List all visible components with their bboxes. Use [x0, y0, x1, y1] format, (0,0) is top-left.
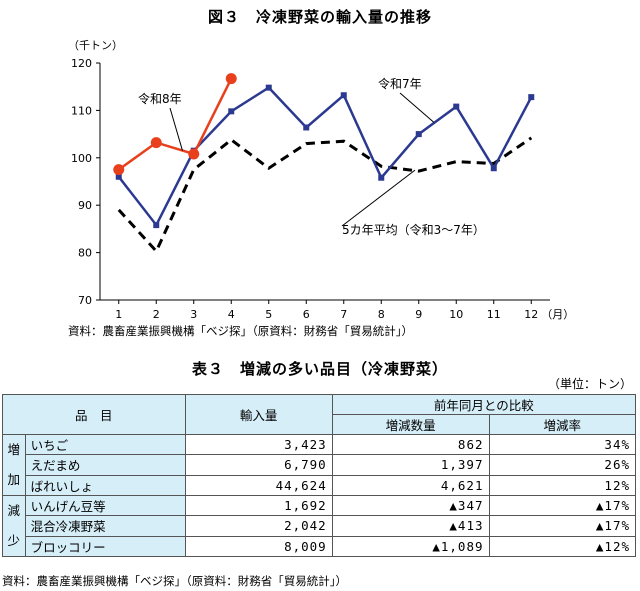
row-rate: 26%: [488, 454, 636, 476]
row-change: ▲413: [331, 515, 490, 537]
row-item: ブロッコリー: [24, 535, 186, 558]
table-row: 混合冷凍野菜 2,042 ▲413 ▲17%: [3, 515, 636, 537]
group-increase: 増 加: [2, 434, 26, 496]
row-item: いちご: [24, 433, 186, 456]
table-row: ブロッコリー 8,009 ▲1,089 ▲12%: [3, 535, 636, 558]
group-increase-char-1: 増: [7, 442, 21, 457]
y-tick-label: 120: [71, 57, 92, 70]
row-rate: ▲17%: [488, 515, 636, 537]
y-tick-label: 70: [78, 294, 92, 307]
row-change: 4,621: [331, 474, 490, 497]
row-change: 862: [331, 433, 490, 456]
row-rate: ▲12%: [488, 535, 636, 558]
row-imports: 8,009: [184, 535, 333, 558]
row-change: ▲1,089: [331, 535, 490, 558]
y-tick-label: 80: [78, 247, 92, 260]
data-point: [340, 92, 347, 99]
data-point: [188, 148, 200, 160]
y-tick-label: 90: [78, 199, 92, 212]
x-tick-label: 9: [415, 308, 422, 321]
x-tick-label: 5: [265, 308, 272, 321]
row-item: 混合冷凍野菜: [24, 515, 186, 537]
table-title: 表３ 増減の多い品目（冷凍野菜）: [191, 360, 448, 378]
row-rate: 12%: [488, 474, 636, 497]
row-change: ▲347: [331, 494, 490, 517]
row-item: えだまめ: [24, 454, 186, 476]
header-change-qty: 増減数量: [331, 414, 490, 435]
series-label: 令和7年: [378, 76, 422, 91]
table-unit: （単位：トン）: [547, 377, 632, 391]
group-decrease-char-2: 少: [7, 533, 21, 548]
group-decrease: 減 少: [2, 495, 26, 557]
figure-source: 資料：農畜産業振興機構「ベジ探」（原資料：財務省「貿易統計」）: [68, 324, 413, 338]
data-point: [490, 165, 497, 172]
data-point: [150, 137, 162, 149]
x-tick-label: 12: [524, 308, 538, 321]
series-label: 令和8年: [138, 91, 182, 106]
x-tick-label: 2: [153, 308, 160, 321]
x-tick-label: 11: [487, 308, 501, 321]
group-increase-char-2: 加: [7, 472, 21, 487]
header-imports: 輸入量: [184, 394, 333, 435]
y-tick-label: 100: [71, 152, 92, 165]
header-item: 品 目: [2, 394, 186, 435]
x-tick-label: 10: [449, 308, 463, 321]
table-source: 資料：農畜産業振興機構「ベジ探」（原資料：財務省「貿易統計」）: [2, 574, 347, 588]
row-imports: 6,790: [184, 454, 333, 476]
data-point: [115, 173, 122, 180]
y-tick-label: 110: [71, 104, 92, 117]
figure-title: 図３ 冷凍野菜の輸入量の推移: [207, 8, 432, 26]
x-tick-label: 1: [115, 308, 122, 321]
table-header-row: 品 目 輸入量 前年同月との比較: [2, 394, 637, 435]
x-tick-label: 4: [228, 308, 235, 321]
data-point: [153, 222, 160, 229]
series-line: [117, 85, 533, 228]
data-point: [228, 108, 235, 115]
row-item: ばれいしょ: [24, 474, 186, 497]
series-label: 5カ年平均（令和3～7年）: [342, 222, 485, 237]
table-row: 増 加 いちご 3,423 862 34%: [2, 433, 636, 496]
label-leader-line: [341, 169, 416, 227]
row-imports: 2,042: [184, 515, 333, 537]
label-leader-line: [399, 92, 435, 123]
chart-labels: 令和8年 令和7年 5カ年平均（令和3～7年）: [138, 76, 485, 237]
row-item: いんげん豆等: [24, 494, 186, 517]
data-point: [113, 164, 125, 176]
y-unit-label: （千トン）: [68, 39, 123, 52]
chart-series: [113, 73, 535, 254]
table-row: 減 少 いんげん豆等 1,692 ▲347 ▲17%: [2, 494, 636, 557]
label-leader-line: [169, 107, 183, 151]
header-change-rate: 増減率: [488, 414, 636, 435]
row-change: 1,397: [331, 454, 490, 476]
row-rate: ▲17%: [488, 494, 636, 517]
series-line: [118, 78, 233, 171]
row-imports: 44,624: [184, 474, 333, 497]
series-line: [117, 136, 533, 254]
data-point: [415, 131, 422, 138]
data-point: [225, 73, 237, 85]
group-decrease-char-1: 減: [7, 503, 21, 518]
row-imports: 3,423: [184, 433, 333, 456]
x-tick-label: 8: [378, 308, 385, 321]
x-tick-label: 6: [303, 308, 310, 321]
table-row: えだまめ 6,790 1,397 26%: [3, 454, 636, 476]
x-tick-label: 3: [190, 308, 197, 321]
table-row: ばれいしょ 44,624 4,621 12%: [3, 474, 636, 497]
row-imports: 1,692: [184, 494, 333, 517]
x-unit-label: （月）: [541, 308, 574, 321]
data-point: [453, 103, 460, 110]
row-rate: 34%: [488, 433, 636, 456]
data-point: [528, 94, 535, 101]
data-point: [303, 124, 310, 131]
table-subheader-row: 増減数量 増減率: [3, 414, 636, 435]
data-point: [378, 174, 385, 181]
import-change-table: 品 目 輸入量 前年同月との比較 増減数量 増減率 増 加 いちご 3,423 …: [2, 394, 637, 558]
data-point: [265, 84, 272, 91]
x-tick-label: 7: [340, 308, 347, 321]
header-compare: 前年同月との比較: [331, 394, 637, 415]
